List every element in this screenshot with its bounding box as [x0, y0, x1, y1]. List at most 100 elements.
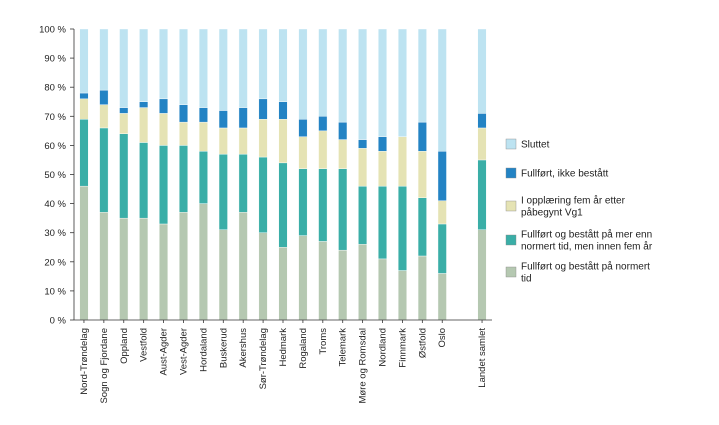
bar-segment — [477, 229, 487, 321]
bar-segment — [338, 168, 348, 251]
bar-segment — [437, 200, 447, 225]
y-tick-label: 80 % — [44, 83, 66, 94]
bar-segment — [477, 159, 487, 230]
bar-segment — [119, 217, 129, 321]
x-tick-label: Oppland — [119, 328, 130, 364]
bar-segment — [378, 258, 387, 321]
bar-segment — [159, 28, 169, 100]
bar-segment — [437, 151, 447, 201]
bar-segment — [238, 28, 248, 108]
bar-segment — [278, 247, 288, 321]
bar-segment — [79, 28, 89, 94]
bar-segment — [278, 101, 288, 120]
bar-segment — [238, 153, 248, 213]
bar-segment — [358, 185, 368, 245]
bar-segment — [159, 145, 169, 225]
bar-segment — [358, 28, 368, 140]
bar-segment — [417, 28, 427, 123]
bar-segment — [378, 185, 387, 260]
legend-swatch — [505, 138, 517, 150]
bar-segment — [318, 116, 328, 132]
x-tick-label: Rogaland — [298, 328, 309, 369]
y-axis: 0 % 10 % 20 % 30 % 40 % 50 % 60 % 70 % 80 % 90 % 1… — [39, 25, 75, 327]
bar-segment — [397, 136, 407, 187]
bar-segment — [298, 235, 308, 321]
bar-segment — [179, 212, 188, 321]
legend-swatch — [505, 200, 517, 212]
bar-segment — [79, 98, 89, 120]
bar-segment — [99, 28, 109, 91]
bar-segment — [397, 28, 407, 137]
x-tick-label: Telemark — [338, 328, 349, 367]
bar-segment — [119, 113, 129, 134]
y-tick-label: 30 % — [44, 228, 66, 239]
bar-segment — [198, 28, 208, 108]
bar-segment — [139, 142, 149, 219]
x-tick-label: Oslo — [437, 328, 448, 348]
x-tick-label: Buskerud — [218, 328, 229, 368]
legend-label: I opplæring fem år etter påbegynt Vg1 — [521, 195, 626, 219]
bar-segment — [179, 145, 188, 213]
legend-swatch — [505, 234, 517, 246]
bar-segment — [378, 136, 387, 152]
bar-segment — [318, 241, 328, 321]
y-tick-label: 60 % — [44, 141, 66, 152]
legend-label: Fullført og bestått på mer enn normert ti… — [521, 229, 653, 253]
legend-label: Fullført og bestått på normert tid — [521, 261, 650, 285]
bar-segment — [179, 104, 188, 123]
bar-segment — [278, 28, 288, 102]
bar-segment — [139, 28, 149, 102]
bar-segment — [477, 127, 487, 161]
x-tick-label: Landet samlet — [477, 328, 488, 388]
bar-segment — [218, 127, 228, 155]
x-tick-label: Akershus — [238, 328, 249, 368]
bar-segment — [417, 255, 427, 321]
bar-segment — [198, 203, 208, 321]
bar-segment — [119, 107, 129, 114]
x-tick-label: Østfold — [417, 328, 428, 358]
bar-segment — [139, 107, 149, 143]
bar-segment — [338, 121, 348, 140]
bar-segment — [298, 119, 308, 137]
bar-segment — [198, 151, 208, 204]
legend-label: Fullført, ikke bestått — [521, 168, 608, 180]
x-axis: Nord-Trøndelag Sogn og Fjordane Oppland Ves… — [74, 319, 492, 404]
legend-swatch — [505, 167, 517, 179]
bar-segment — [159, 223, 169, 321]
bar-segment — [278, 162, 288, 248]
bar-segment — [417, 197, 427, 257]
legend-label: Sluttet — [521, 140, 550, 151]
bar-segment — [258, 156, 268, 233]
bar-segment — [437, 223, 447, 274]
bar-segment — [397, 270, 407, 321]
bar-segment — [139, 101, 149, 108]
bar-segment — [258, 28, 268, 100]
bar-segment — [198, 107, 208, 123]
bar-segment — [218, 229, 228, 321]
bar-segment — [437, 28, 447, 152]
bar-segment — [417, 121, 427, 152]
x-tick-label: Møre og Romsdal — [358, 328, 369, 404]
bar-segment — [119, 28, 129, 108]
bar-segment — [79, 92, 89, 100]
bar-segment — [318, 28, 328, 117]
bar-segment — [159, 98, 169, 114]
y-tick-label: 50 % — [44, 170, 66, 181]
bar-segment — [258, 119, 268, 158]
bar-segment — [179, 28, 188, 105]
bar-segment — [258, 98, 268, 120]
bar-segment — [397, 185, 407, 271]
bar-segment — [378, 151, 387, 187]
bar-segment — [218, 153, 228, 230]
bar-segment — [218, 110, 228, 129]
bar-segment — [139, 217, 149, 321]
bar-segment — [338, 28, 348, 123]
x-tick-label: Finnmark — [397, 328, 408, 368]
bar-segment — [99, 89, 109, 105]
y-tick-label: 10 % — [44, 286, 66, 297]
bar-segment — [358, 139, 368, 149]
bar-segment — [79, 185, 89, 321]
bar-segment — [417, 151, 427, 198]
bar-segment — [159, 113, 169, 146]
y-tick-label: 40 % — [44, 199, 66, 210]
